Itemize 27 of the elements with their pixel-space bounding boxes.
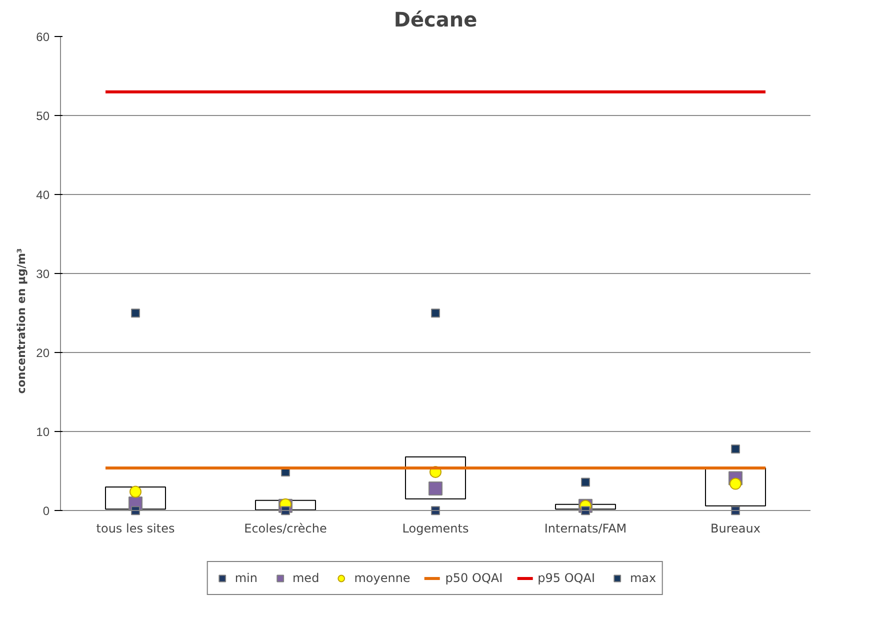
legend-label: med <box>292 571 320 585</box>
x-tick-label: Ecoles/crèche <box>244 522 327 536</box>
legend-label: p50 OQAI <box>445 571 503 585</box>
point <box>730 478 742 490</box>
chart-title: Décane <box>394 8 478 32</box>
x-tick-label: Bureaux <box>710 522 760 536</box>
y-tick-label: 20 <box>36 346 50 360</box>
x-tick-label: tous les sites <box>96 522 175 536</box>
point <box>428 482 442 496</box>
point <box>131 308 140 318</box>
y-tick-label: 60 <box>36 30 50 44</box>
point <box>130 486 142 498</box>
x-tick-label: Logements <box>402 522 469 536</box>
y-tick-label: 0 <box>42 504 50 518</box>
legend-label: p95 OQAI <box>538 571 595 585</box>
point <box>731 444 740 454</box>
legend-label: min <box>234 571 258 585</box>
point <box>581 478 590 487</box>
y-tick-label: 10 <box>36 425 50 440</box>
legend-label: max <box>630 571 656 585</box>
y-tick-label: 40 <box>36 188 50 202</box>
y-axis-title: concentration en µg/m³ <box>15 248 28 394</box>
y-tick-label: 30 <box>36 267 50 282</box>
legend-label: moyenne <box>354 571 410 585</box>
x-tick-label: Internats/FAM <box>544 522 627 536</box>
point <box>431 308 440 318</box>
y-tick-label: 50 <box>36 109 50 124</box>
